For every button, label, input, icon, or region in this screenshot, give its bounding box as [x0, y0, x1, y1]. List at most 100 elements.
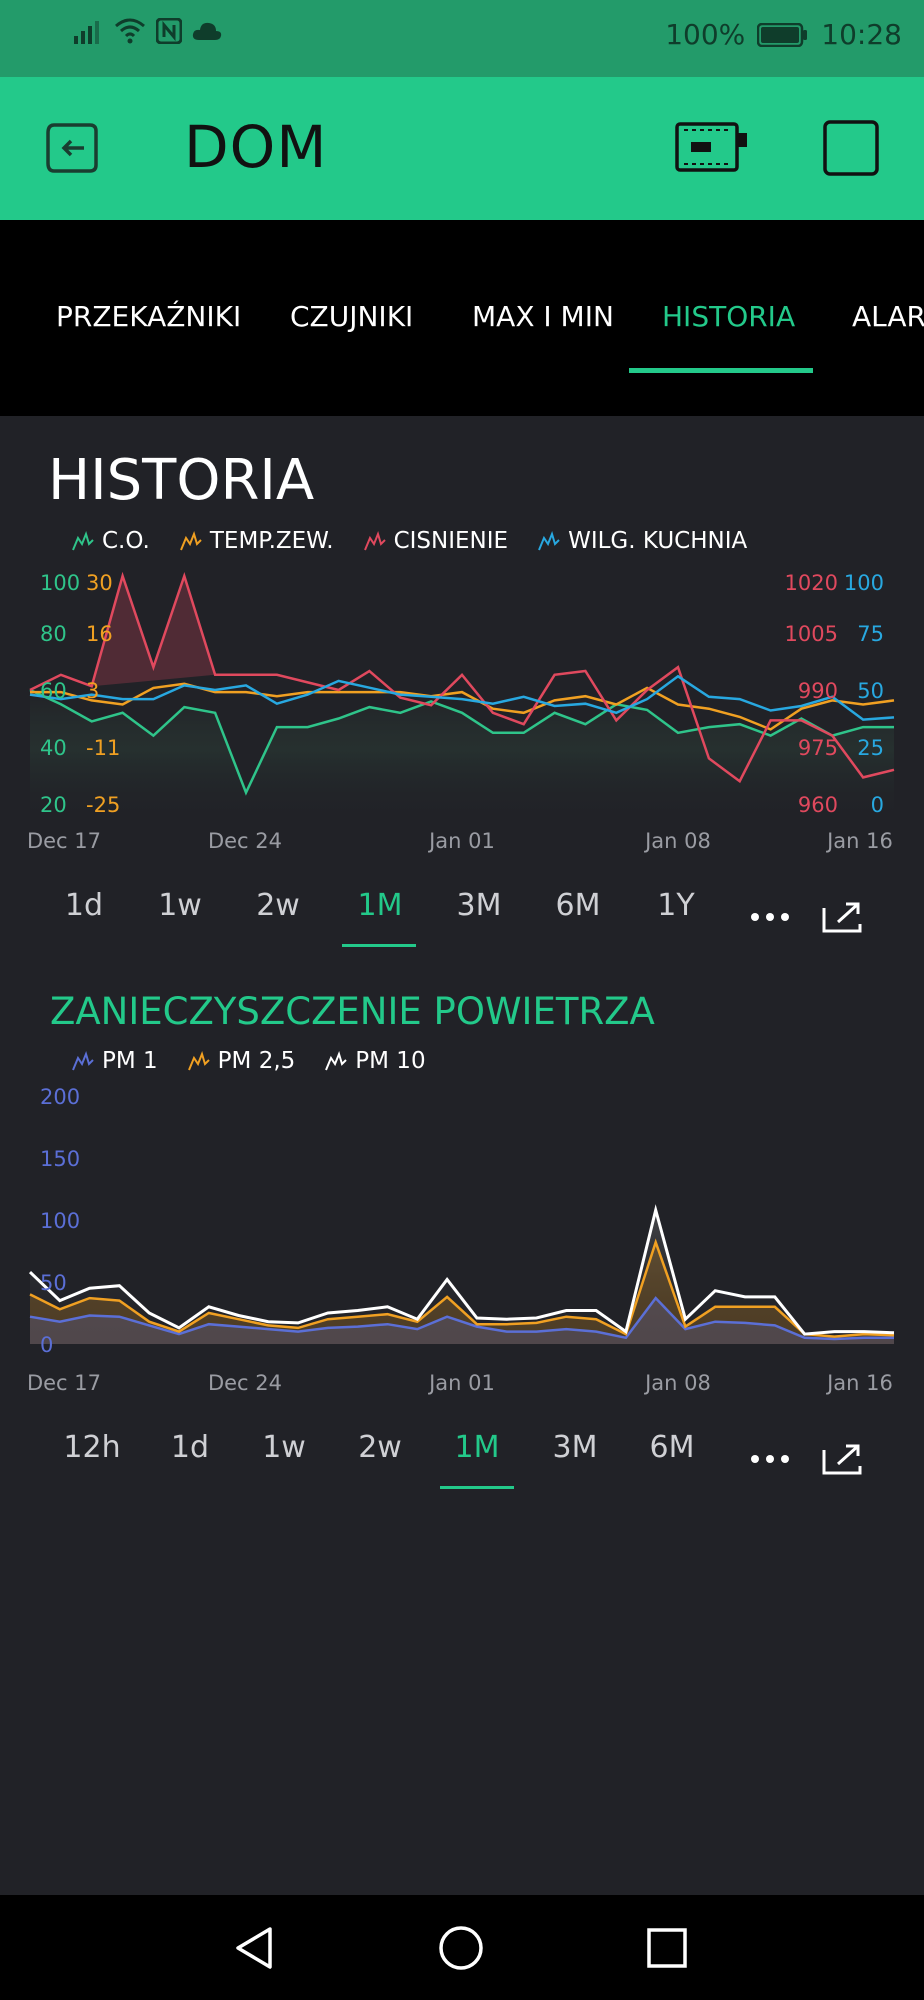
- status-bar: 100% 10:28: [0, 0, 924, 77]
- y-tick-cisnienie: 990: [798, 679, 838, 703]
- x-tick: Jan 01: [427, 829, 495, 853]
- range-1d[interactable]: 1d: [64, 888, 104, 923]
- y-tick-temp: 16: [86, 622, 113, 646]
- range-12h[interactable]: 12h: [63, 1430, 121, 1465]
- more-icon[interactable]: [750, 912, 790, 922]
- fullscreen-icon[interactable]: [820, 1442, 864, 1476]
- y-tick-temp: -11: [86, 736, 120, 760]
- legend-label-cisnienie: CISNIENIE: [393, 528, 509, 554]
- tab-historia[interactable]: HISTORIA: [662, 300, 796, 333]
- y-tick-cisnienie: 1020: [785, 571, 838, 595]
- series-line-pm-1: [29, 1238, 895, 1338]
- status-right: 100% 10:28: [665, 18, 902, 51]
- tab-czujniki[interactable]: CZUJNIKI: [290, 300, 414, 333]
- nfc-icon: [156, 18, 182, 44]
- y-tick-temp: 3: [86, 679, 99, 703]
- range-3m[interactable]: 3M: [552, 1430, 598, 1465]
- x-tick: Jan 16: [825, 1371, 893, 1395]
- fullscreen-icon[interactable]: [820, 900, 864, 934]
- range-1w[interactable]: 1w: [158, 888, 202, 923]
- tab-przekazniki[interactable]: PRZEKAŹNIKI: [56, 300, 242, 333]
- line-chart-icon: [325, 1050, 347, 1071]
- x-tick: Jan 08: [643, 1371, 711, 1395]
- line-chart-icon: [72, 530, 94, 551]
- series-area-2: [30, 1210, 894, 1344]
- legend-item-co[interactable]: C.O.: [72, 528, 150, 554]
- legend-label-wilg: WILG. KUCHNIA: [568, 528, 748, 554]
- series-line-temp: [30, 682, 895, 731]
- tab-bar: PRZEKAŹNIKI CZUJNIKI MAX I MIN HISTORIA …: [0, 220, 924, 416]
- historia-title: HISTORIA: [48, 448, 315, 513]
- device-button[interactable]: [674, 119, 750, 175]
- x-tick: Dec 24: [208, 1371, 282, 1395]
- pm-legend: PM 1 PM 2,5 PM 10: [72, 1048, 426, 1074]
- x-tick: Jan 08: [643, 829, 711, 853]
- cloud-icon: [192, 22, 222, 40]
- range-1m[interactable]: 1M: [454, 1430, 500, 1465]
- range-3m[interactable]: 3M: [456, 888, 502, 923]
- pm-title: ZANIECZYSZCZENIE POWIETRZA: [50, 990, 655, 1033]
- range-1d[interactable]: 1d: [170, 1430, 210, 1465]
- tab-max-i-min[interactable]: MAX I MIN: [472, 300, 614, 333]
- exit-icon: [46, 123, 98, 173]
- y-tick-temp: 30: [86, 571, 113, 595]
- y-tick-wilg: 25: [857, 736, 884, 760]
- range-active-underline: [342, 944, 416, 947]
- range-2w[interactable]: 2w: [256, 888, 300, 923]
- y-tick-co: 40: [40, 736, 67, 760]
- tab-alarmy[interactable]: ALARMY: [852, 300, 924, 333]
- historia-range-bar: 1d 1w 2w 1M 3M 6M 1Y: [0, 888, 924, 958]
- home-icon[interactable]: [438, 1925, 484, 1971]
- legend-item-wilg[interactable]: WILG. KUCHNIA: [538, 528, 747, 554]
- series-line-wilg: [29, 674, 895, 721]
- y-tick-pm: 0: [40, 1333, 53, 1357]
- series-line-pm-2: [28, 1204, 895, 1336]
- square-icon: [823, 120, 879, 176]
- range-1w[interactable]: 1w: [262, 1430, 306, 1465]
- y-tick-co: 60: [40, 679, 67, 703]
- y-tick-wilg: 100: [844, 571, 884, 595]
- y-tick-co: 80: [40, 622, 67, 646]
- exit-button[interactable]: [38, 117, 106, 179]
- legend-label-pm25: PM 2,5: [217, 1048, 296, 1074]
- series-line-co: [29, 688, 894, 796]
- legend-item-pm1[interactable]: PM 1: [72, 1048, 158, 1074]
- y-tick-temp: -25: [86, 793, 120, 817]
- more-icon[interactable]: [750, 1454, 790, 1464]
- tab-active-indicator: [629, 368, 813, 373]
- y-tick-pm: 50: [40, 1271, 67, 1295]
- legend-item-pm25[interactable]: PM 2,5: [187, 1048, 296, 1074]
- y-tick-pm: 200: [40, 1085, 80, 1109]
- battery-icon: [757, 22, 808, 47]
- y-tick-co: 20: [40, 793, 67, 817]
- y-tick-cisnienie: 1005: [785, 622, 838, 646]
- range-2w[interactable]: 2w: [358, 1430, 402, 1465]
- y-tick-pm: 150: [40, 1147, 80, 1171]
- range-6m[interactable]: 6M: [555, 888, 601, 923]
- y-tick-cisnienie: 975: [798, 736, 838, 760]
- legend-item-temp[interactable]: TEMP.ZEW.: [179, 528, 334, 554]
- range-active-underline: [440, 1486, 514, 1489]
- device-icon: [675, 122, 747, 172]
- line-chart-icon: [179, 530, 202, 551]
- wifi-icon: [115, 18, 145, 44]
- y-tick-co: 100: [40, 571, 80, 595]
- y-tick-pm: 100: [40, 1209, 80, 1233]
- line-chart-icon: [187, 1050, 210, 1071]
- app-title: DOM: [184, 113, 328, 181]
- app-bar: DOM: [0, 77, 924, 220]
- range-1m[interactable]: 1M: [357, 888, 403, 923]
- legend-label-pm10: PM 10: [355, 1048, 426, 1074]
- range-6m[interactable]: 6M: [649, 1430, 695, 1465]
- recents-icon[interactable]: [646, 1927, 688, 1969]
- legend-item-cisnienie[interactable]: CISNIENIE: [363, 528, 509, 554]
- back-icon[interactable]: [232, 1925, 276, 1971]
- series-area-1: [30, 1242, 894, 1344]
- historia-chart: 20 40 60 80 100 -25 -11 3 16 30 960 975 990 1005 1020 0…: [27, 571, 895, 853]
- square-button[interactable]: [822, 119, 880, 177]
- legend-label-co: C.O.: [102, 528, 150, 554]
- legend-item-pm10[interactable]: PM 10: [325, 1048, 426, 1074]
- line-chart-icon: [538, 530, 560, 551]
- x-tick: Dec 24: [208, 829, 282, 853]
- range-1y[interactable]: 1Y: [657, 888, 695, 923]
